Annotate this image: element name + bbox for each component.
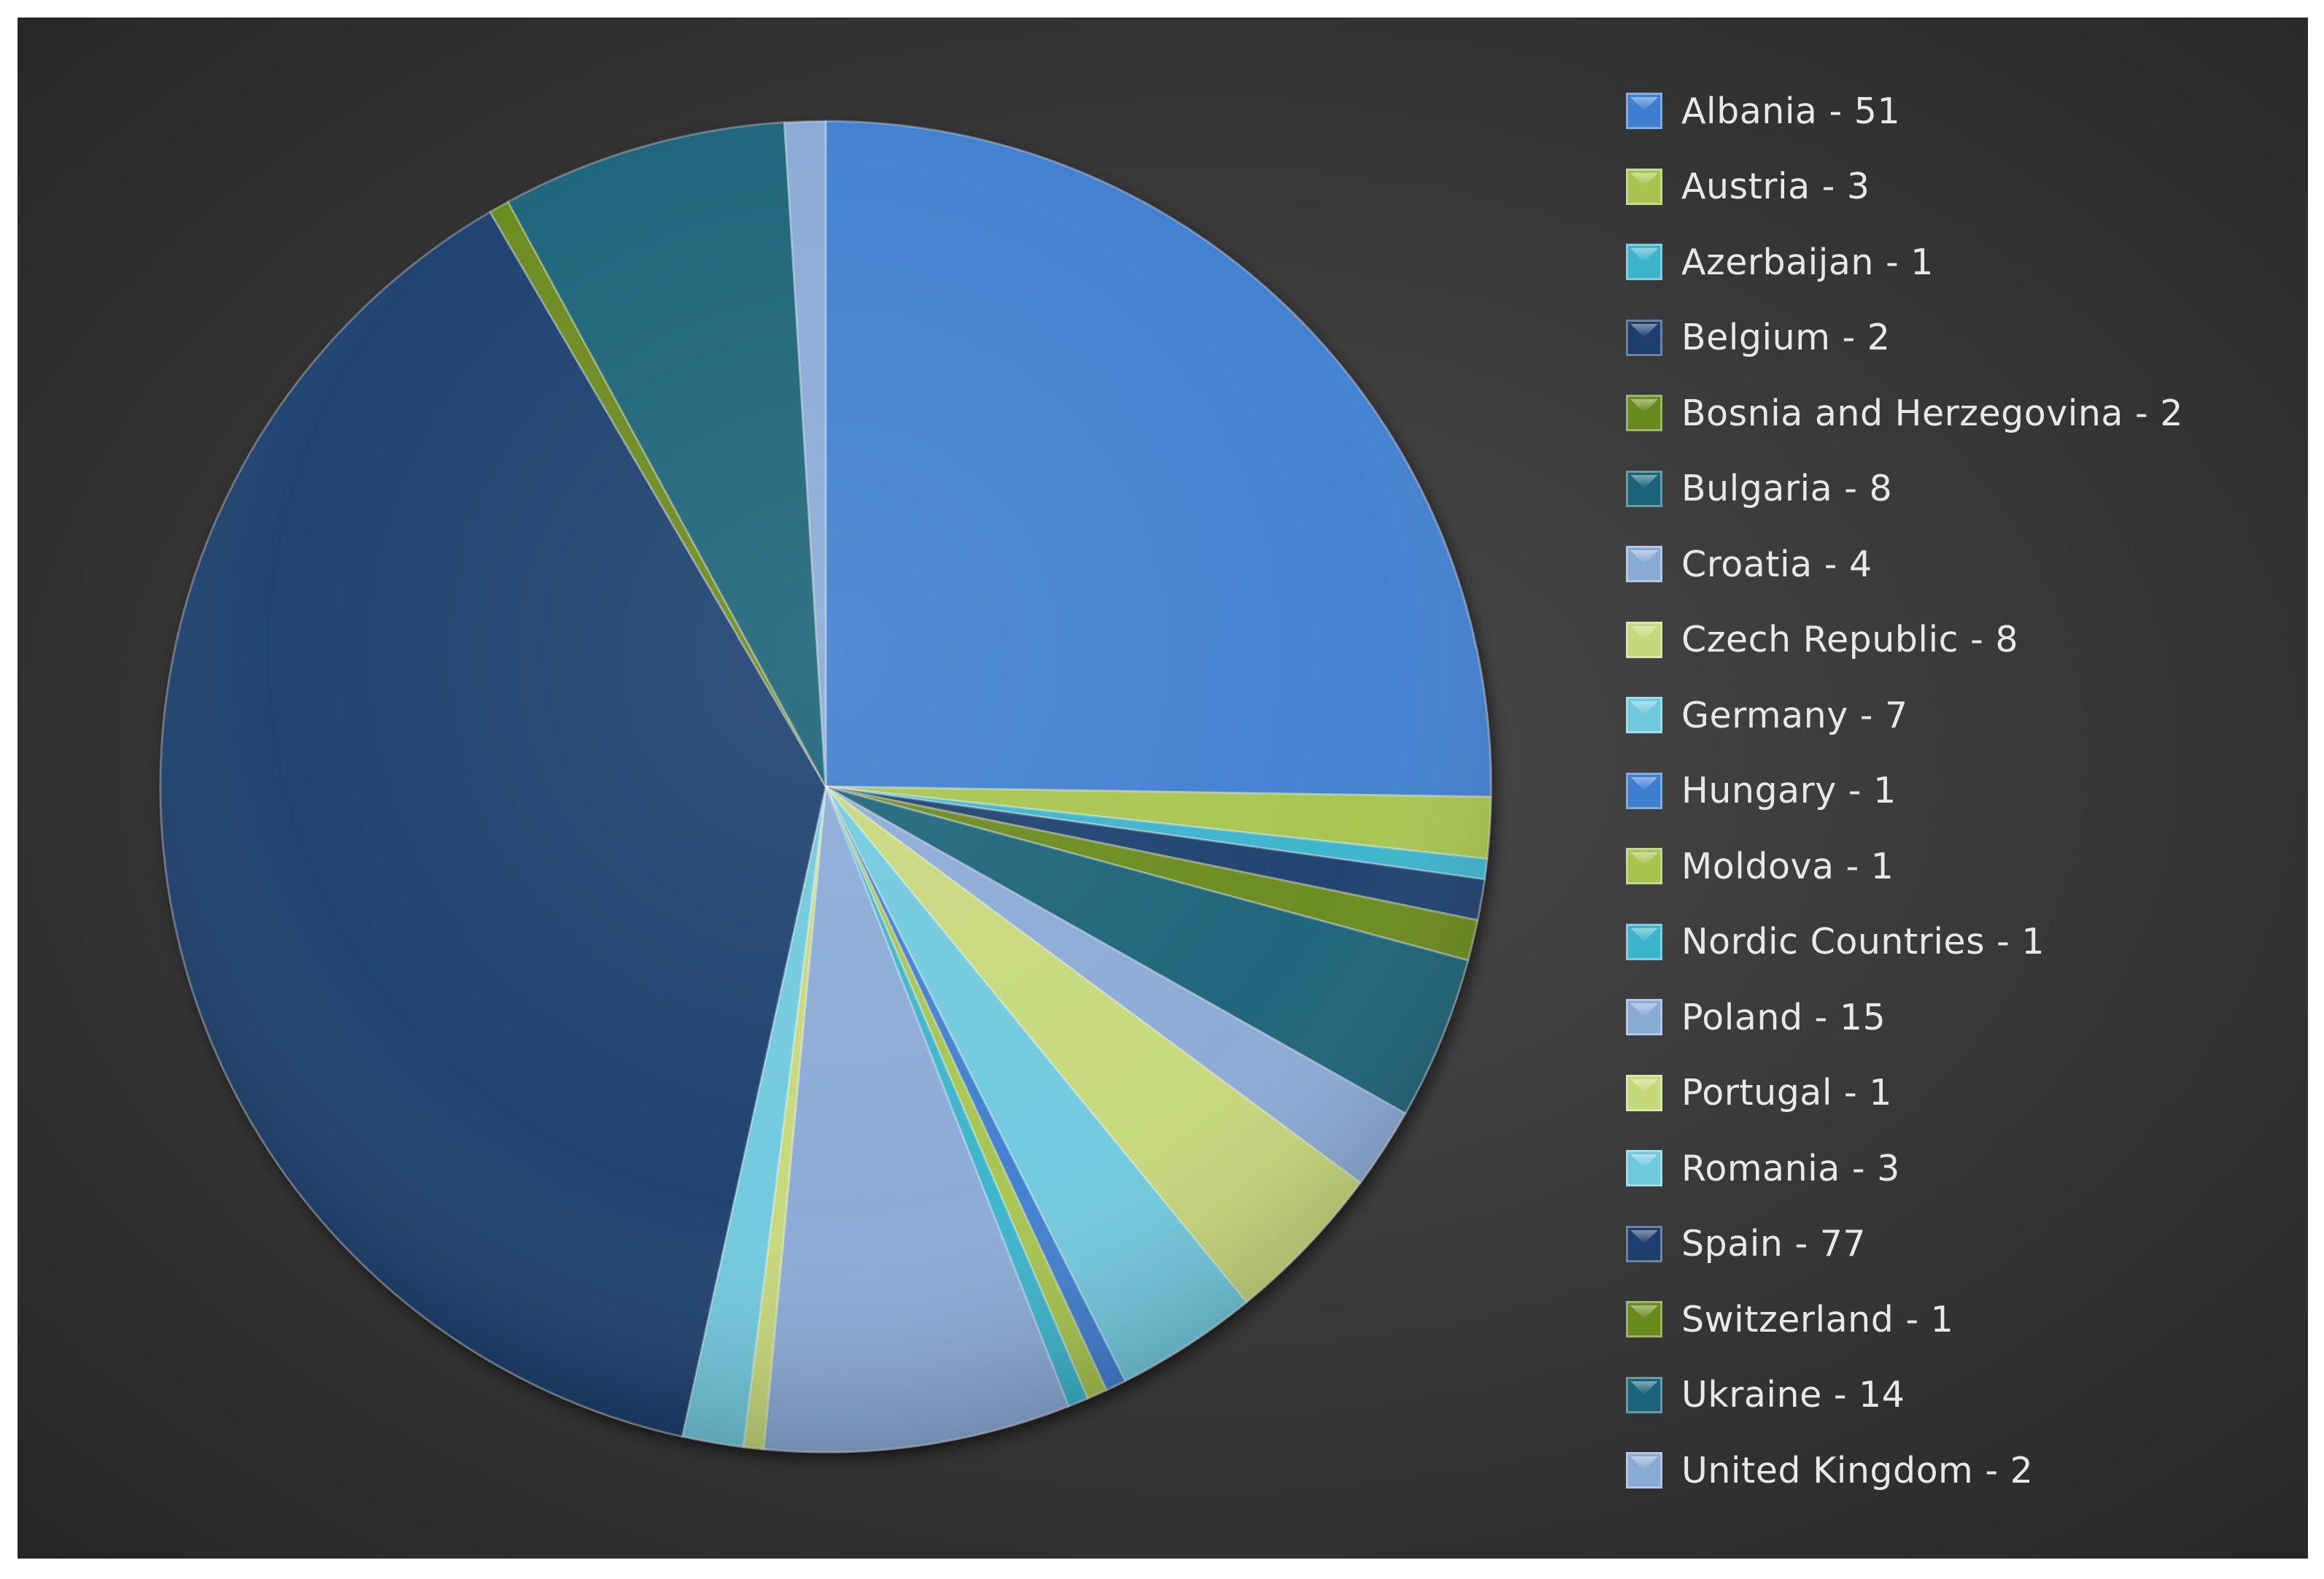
- legend-item-belgium: Belgium - 2: [1626, 309, 1890, 367]
- legend-label: Czech Republic - 8: [1681, 619, 2019, 660]
- legend-label: Albania - 51: [1681, 90, 1901, 132]
- legend-label: Croatia - 4: [1681, 543, 1872, 585]
- legend-swatch: [1626, 395, 1662, 431]
- legend-swatch: [1626, 1225, 1662, 1262]
- legend-item-united-kingdom: United Kingdom - 2: [1626, 1441, 2033, 1499]
- legend-item-nordic-countries: Nordic Countries - 1: [1626, 913, 2045, 971]
- legend-item-czech-republic: Czech Republic - 8: [1626, 611, 2018, 669]
- legend-swatch: [1626, 923, 1662, 960]
- legend-item-azerbaijan: Azerbaijan - 1: [1626, 233, 1934, 291]
- pie-slice-albania: [824, 120, 1492, 798]
- legend-item-austria: Austria - 3: [1626, 158, 1870, 216]
- legend-item-poland: Poland - 15: [1626, 988, 1886, 1046]
- legend-swatch: [1626, 1074, 1662, 1111]
- legend-item-romania: Romania - 3: [1626, 1139, 1900, 1197]
- legend-label: Belgium - 2: [1681, 317, 1891, 358]
- legend-label: Switzerland - 1: [1681, 1298, 1954, 1340]
- legend-item-switzerland: Switzerland - 1: [1626, 1290, 1953, 1348]
- legend-label: Bosnia and Herzegovina - 2: [1681, 392, 2183, 434]
- legend-label: Azerbaijan - 1: [1681, 241, 1934, 283]
- legend-label: Germany - 7: [1681, 694, 1908, 736]
- legend-item-hungary: Hungary - 1: [1626, 762, 1897, 820]
- legend-swatch: [1626, 697, 1662, 733]
- legend-item-croatia: Croatia - 4: [1626, 535, 1872, 593]
- legend-swatch: [1626, 470, 1662, 507]
- legend-label: United Kingdom - 2: [1681, 1449, 2034, 1491]
- pie-chart: [159, 120, 1492, 1453]
- legend-label: Spain - 77: [1681, 1223, 1867, 1265]
- legend-item-bulgaria: Bulgaria - 8: [1626, 460, 1892, 518]
- legend-item-portugal: Portugal - 1: [1626, 1064, 1892, 1122]
- legend-label: Hungary - 1: [1681, 770, 1897, 811]
- legend-swatch: [1626, 772, 1662, 809]
- legend-label: Bulgaria - 8: [1681, 468, 1893, 509]
- legend-swatch: [1626, 1301, 1662, 1337]
- legend-swatch: [1626, 848, 1662, 884]
- legend-item-germany: Germany - 7: [1626, 686, 1908, 744]
- legend-item-moldova: Moldova - 1: [1626, 837, 1894, 895]
- legend-swatch: [1626, 1376, 1662, 1413]
- legend-item-spain: Spain - 77: [1626, 1215, 1866, 1273]
- legend-swatch: [1626, 93, 1662, 129]
- legend-swatch: [1626, 1150, 1662, 1186]
- legend-swatch: [1626, 621, 1662, 658]
- legend-swatch: [1626, 319, 1662, 356]
- legend-item-bosnia-and-herzegovina: Bosnia and Herzegovina - 2: [1626, 384, 2183, 442]
- legend-label: Nordic Countries - 1: [1681, 921, 2045, 962]
- legend-label: Moldova - 1: [1681, 845, 1894, 887]
- legend-swatch: [1626, 1452, 1662, 1489]
- legend-swatch: [1626, 168, 1662, 205]
- legend-item-albania: Albania - 51: [1626, 82, 1900, 140]
- legend-swatch: [1626, 546, 1662, 582]
- legend-label: Poland - 15: [1681, 996, 1886, 1038]
- pie-slices: [159, 120, 1492, 1453]
- legend-label: Romania - 3: [1681, 1147, 1900, 1189]
- legend-label: Portugal - 1: [1681, 1072, 1892, 1113]
- legend-item-ukraine: Ukraine - 14: [1626, 1366, 1905, 1424]
- legend-swatch: [1626, 999, 1662, 1035]
- chart-area: Albania - 51 Austria - 3 Azerbaijan - 1 Bel…: [18, 18, 2308, 1559]
- legend-swatch: [1626, 244, 1662, 280]
- legend-label: Ukraine - 14: [1681, 1374, 1905, 1416]
- legend-label: Austria - 3: [1681, 166, 1870, 207]
